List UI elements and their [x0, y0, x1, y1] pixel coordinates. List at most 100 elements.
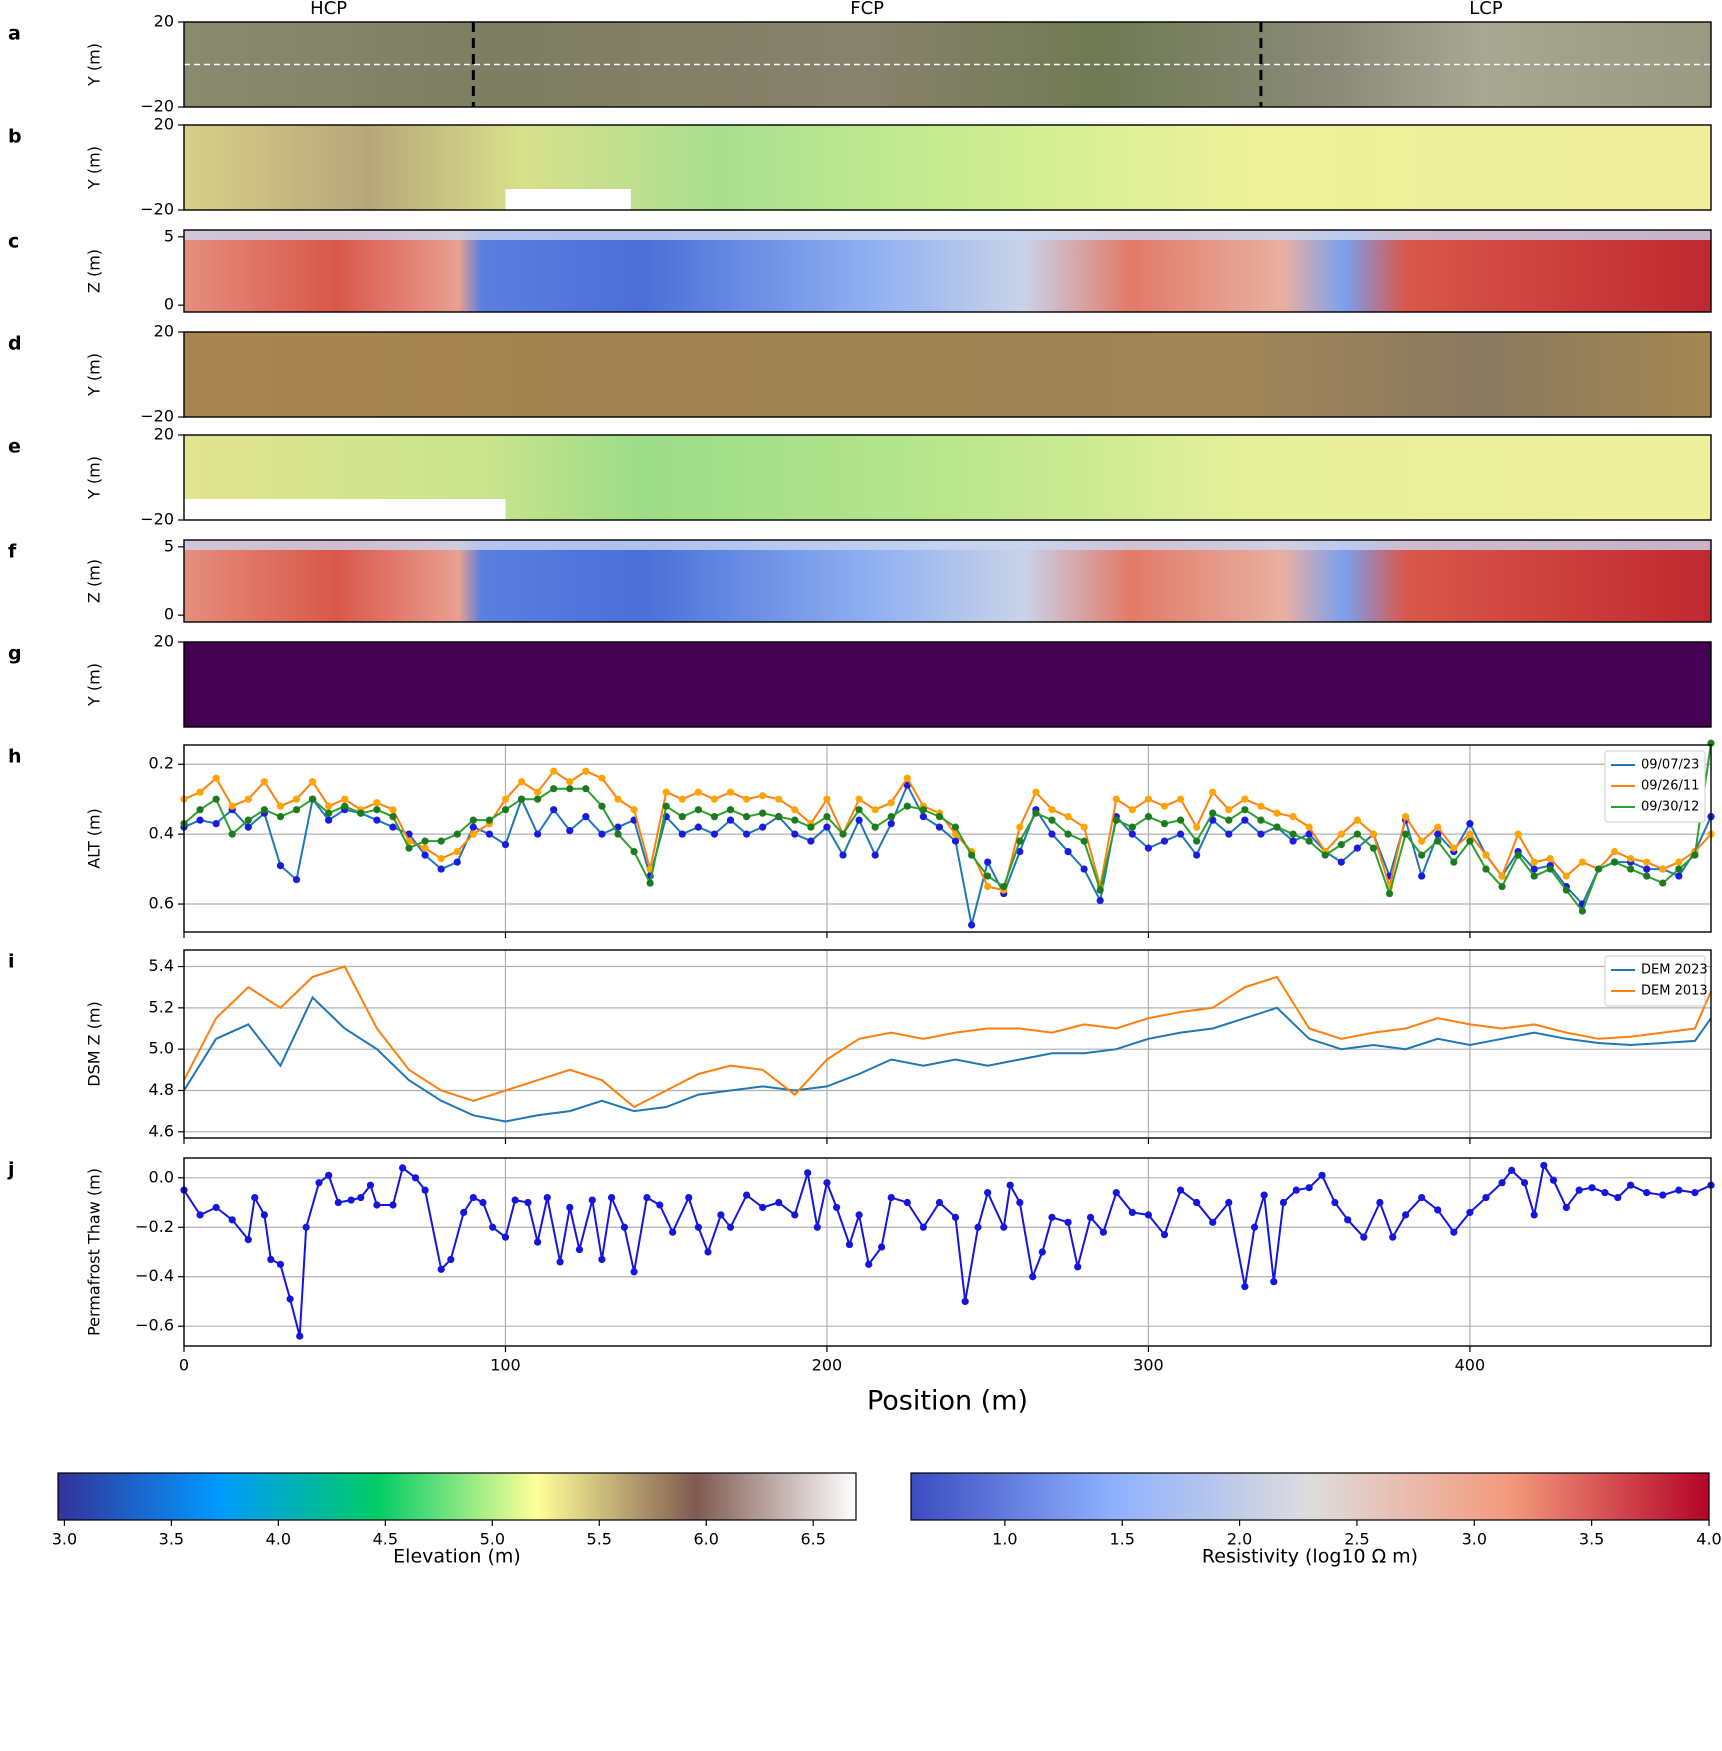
data-point	[1112, 816, 1120, 824]
legend	[1604, 750, 1706, 823]
data-point	[228, 802, 236, 810]
data-point	[710, 813, 719, 821]
data-point	[935, 1198, 944, 1207]
data-point	[1270, 1278, 1278, 1286]
data-point	[1032, 788, 1040, 796]
data-point	[292, 806, 301, 814]
y-tick-label: 5	[164, 536, 174, 555]
data-point	[839, 830, 847, 838]
data-point	[1225, 806, 1233, 814]
data-point	[292, 875, 301, 884]
x-tick-label: 4.0	[1696, 1530, 1721, 1549]
data-point	[1331, 1198, 1339, 1207]
data-point	[1562, 886, 1570, 894]
x-tick-label: 4.5	[373, 1530, 398, 1549]
data-point	[1344, 1216, 1352, 1224]
data-point	[399, 1164, 407, 1172]
data-point	[598, 802, 606, 810]
data-point	[501, 1233, 510, 1241]
data-point	[550, 767, 558, 775]
data-point	[1289, 837, 1297, 845]
panel-frame	[183, 124, 1712, 211]
data-point	[534, 1238, 542, 1246]
data-point	[1064, 830, 1072, 838]
data-point	[276, 813, 285, 821]
data-point	[308, 778, 317, 786]
data-point	[1675, 858, 1683, 866]
data-point	[1144, 1211, 1153, 1219]
data-point	[1337, 830, 1345, 838]
data-point	[1482, 851, 1490, 859]
data-point	[1691, 1189, 1699, 1197]
data-point	[1112, 795, 1120, 803]
data-point	[212, 774, 220, 782]
data-point	[984, 1189, 992, 1197]
data-point	[389, 1201, 397, 1209]
data-point	[421, 844, 429, 852]
data-point	[1074, 1263, 1082, 1271]
panel-letter: c	[8, 231, 19, 253]
data-point	[598, 1255, 606, 1264]
data-point	[575, 1245, 584, 1254]
x-tick-label: 6.0	[694, 1530, 719, 1549]
data-point	[517, 778, 526, 786]
y-tick-label: 20	[154, 632, 174, 651]
data-point	[951, 830, 960, 838]
data-point	[775, 813, 783, 821]
no-data	[184, 499, 506, 520]
data-point	[1209, 1218, 1217, 1226]
data-point	[1193, 837, 1201, 845]
panel-frame	[183, 641, 1712, 728]
data-point	[855, 816, 863, 824]
data-point	[469, 1193, 477, 1202]
panel-frame	[183, 539, 1712, 623]
data-point	[1627, 865, 1635, 873]
legend-label: 09/26/11	[1641, 779, 1699, 794]
data-point	[389, 813, 397, 821]
data-point	[1466, 837, 1474, 845]
panel-letter: g	[8, 643, 22, 665]
data-point	[437, 865, 445, 873]
data-point	[1064, 848, 1072, 856]
data-point	[389, 806, 397, 814]
data-point	[437, 854, 445, 863]
y-axis-label: Y (m)	[85, 353, 104, 397]
data-point	[1562, 872, 1570, 880]
data-point	[1402, 813, 1410, 821]
panel-letter: i	[8, 951, 15, 973]
data-point	[556, 1258, 564, 1266]
data-point	[1160, 837, 1169, 845]
data-point	[1086, 1213, 1095, 1221]
data-point	[823, 1179, 831, 1187]
data-point	[1289, 813, 1297, 821]
data-point	[1048, 830, 1056, 838]
data-point	[1038, 1248, 1046, 1256]
data-point	[1418, 837, 1426, 845]
data-point	[453, 848, 461, 856]
y-tick-label: −20	[140, 97, 174, 116]
data-point	[421, 837, 429, 845]
y-tick-label: 0	[164, 605, 174, 624]
data-point	[1450, 844, 1458, 852]
data-point	[373, 1201, 381, 1209]
data-point	[1578, 907, 1587, 915]
data-point	[276, 861, 285, 870]
data-point	[260, 1211, 268, 1219]
data-point	[1000, 1223, 1008, 1231]
data-point	[1434, 830, 1442, 838]
data-point	[1209, 809, 1217, 817]
y-tick-label: 4.6	[149, 1121, 174, 1140]
data-point	[598, 830, 606, 838]
data-point	[1482, 865, 1490, 873]
data-point	[302, 1223, 310, 1231]
data-point	[887, 813, 895, 821]
data-point	[1257, 802, 1265, 810]
x-tick-label: 4.0	[266, 1530, 291, 1549]
data-point	[325, 816, 333, 824]
data-point	[1498, 882, 1506, 891]
data-point	[1418, 851, 1426, 859]
data-point	[903, 802, 911, 810]
plot-area	[184, 950, 1711, 1138]
data-point	[550, 785, 558, 793]
data-point	[1064, 1218, 1072, 1226]
